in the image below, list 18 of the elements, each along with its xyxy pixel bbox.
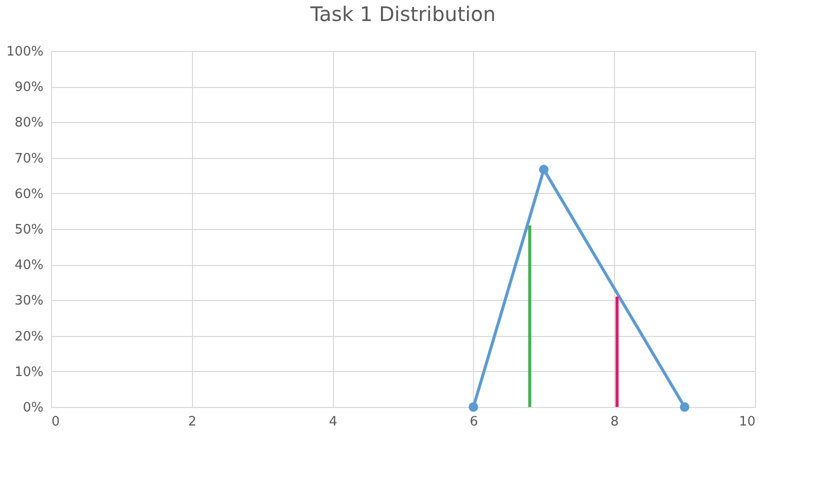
y-tick-label: 0% — [22, 400, 44, 416]
y-tick-label: 40% — [14, 258, 44, 274]
x-tick-label: 8 — [610, 414, 619, 430]
y-tick-label: 20% — [14, 329, 44, 344]
y-tick-label: 70% — [14, 151, 44, 166]
y-tick-label: 60% — [14, 186, 44, 202]
y-tick-label: 10% — [14, 364, 44, 380]
y-tick-label: 100% — [6, 44, 44, 60]
x-tick-label: 10 — [738, 414, 756, 430]
y-tick-label: 50% — [14, 222, 44, 238]
y-tick-label: 30% — [14, 294, 44, 309]
chart-title: Task 1 Distribution — [309, 2, 496, 26]
y-tick-label: 80% — [14, 116, 44, 131]
x-tick-label: 6 — [470, 414, 478, 430]
x-tick-label: 0 — [52, 414, 60, 430]
y-tick-label: 90% — [14, 80, 44, 96]
x-tick-label: 2 — [188, 414, 196, 430]
x-tick-label: 4 — [328, 414, 338, 430]
